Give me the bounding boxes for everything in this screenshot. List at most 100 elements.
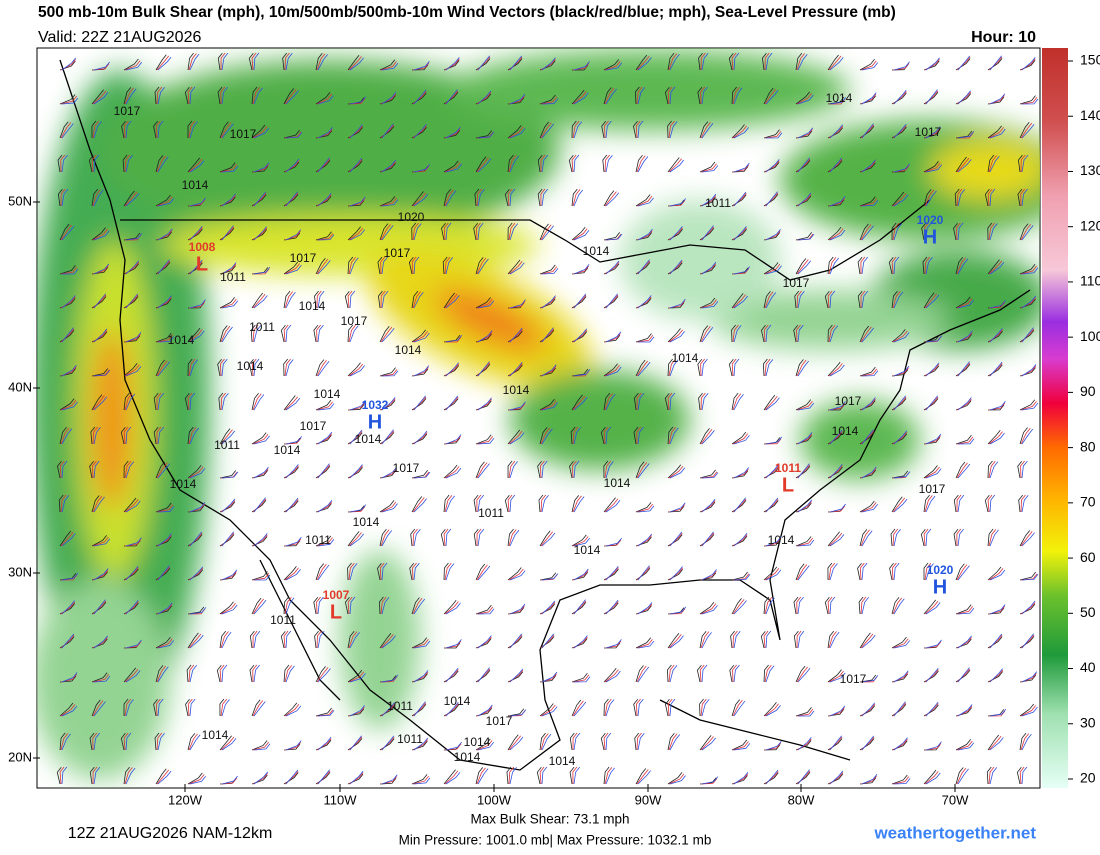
isobar-label: 1017 <box>300 419 327 433</box>
wind-barb <box>91 672 108 683</box>
wind-barb <box>125 426 132 445</box>
wind-barb <box>377 256 383 275</box>
wind-barb <box>1021 123 1035 139</box>
wind-barb <box>285 769 299 785</box>
wind-barb <box>795 258 807 275</box>
wind-barb <box>988 222 995 241</box>
wind-barb <box>957 258 969 275</box>
wind-barb <box>922 256 928 275</box>
wind-barb <box>61 733 71 751</box>
wind-barb <box>764 568 780 581</box>
wind-barb <box>634 86 640 105</box>
wind-barb <box>349 400 366 411</box>
wind-barb <box>412 497 425 513</box>
wind-barb <box>891 774 908 785</box>
wind-barb <box>635 768 647 785</box>
wind-barb <box>477 90 492 105</box>
wind-barb <box>701 531 714 547</box>
wind-barb <box>508 155 517 173</box>
wind-barb <box>1021 600 1036 615</box>
wind-barb <box>955 156 967 173</box>
wind-barb <box>541 532 556 547</box>
wind-barb <box>700 163 717 173</box>
wind-barb <box>924 162 941 173</box>
wind-barb <box>669 467 686 479</box>
wind-barb <box>797 737 812 751</box>
wind-barb <box>701 301 719 309</box>
wind-barb <box>445 639 462 649</box>
wind-barb <box>153 698 158 717</box>
wind-barb <box>61 600 75 615</box>
wind-barb <box>989 261 1005 275</box>
wind-barb <box>733 630 741 649</box>
wind-barb <box>92 228 108 241</box>
wind-barb <box>731 392 739 411</box>
wind-barb <box>829 705 846 717</box>
wind-barb <box>1021 188 1028 207</box>
wind-barb <box>411 290 419 309</box>
wind-barb <box>987 154 995 173</box>
wind-barb <box>347 55 360 71</box>
wind-barb <box>920 529 926 547</box>
wind-barb <box>93 293 106 309</box>
wind-barb <box>540 704 556 717</box>
wind-barb <box>667 732 675 751</box>
isobar-label: 1014 <box>299 299 326 313</box>
wind-barb <box>380 529 390 547</box>
wind-barb <box>221 52 229 71</box>
wind-barb <box>795 399 812 411</box>
wind-barb <box>445 528 452 547</box>
wind-barb <box>123 120 129 139</box>
wind-barb <box>539 460 545 479</box>
wind-barb <box>957 565 970 581</box>
wind-barb <box>381 199 399 207</box>
wind-barb <box>285 264 302 275</box>
wind-barb <box>857 256 863 275</box>
colorbar-label: 120 <box>1080 217 1100 233</box>
wind-barb <box>924 189 935 207</box>
wind-barb <box>125 599 139 615</box>
wind-barb <box>701 472 719 479</box>
wind-barb <box>411 64 429 71</box>
wind-barb <box>957 90 971 105</box>
wind-barb <box>508 735 521 751</box>
wind-barb <box>537 460 542 479</box>
wind-barb <box>828 324 836 343</box>
wind-barb <box>412 331 428 343</box>
wind-barb <box>509 529 520 547</box>
wind-barb <box>539 398 555 411</box>
wind-barb <box>957 299 974 309</box>
isobar-label: 1014 <box>168 333 195 347</box>
wind-barb <box>123 87 132 105</box>
wind-barb <box>795 91 810 105</box>
site-link[interactable]: weathertogether.net <box>873 823 1036 842</box>
wind-barb <box>349 257 359 275</box>
wind-barb <box>285 397 301 411</box>
wind-barb <box>636 335 654 343</box>
wind-barb <box>956 494 962 513</box>
wind-barb <box>923 292 935 309</box>
wind-barb <box>793 324 799 343</box>
wind-barb <box>477 463 490 479</box>
wind-barb <box>955 435 972 445</box>
wind-barb <box>349 229 366 241</box>
wind-barb <box>443 769 456 785</box>
wind-barb <box>829 124 843 139</box>
wind-barb <box>89 766 95 785</box>
wind-barb <box>157 259 170 275</box>
wind-barb <box>477 258 489 275</box>
wind-barb <box>413 562 420 581</box>
wind-barb <box>953 494 959 513</box>
wind-barb <box>987 566 1002 581</box>
wind-barb <box>797 565 810 581</box>
wind-barb <box>953 223 958 241</box>
wind-barb <box>285 292 296 309</box>
longitude-label: 80W <box>788 792 815 807</box>
wind-barb <box>828 55 842 71</box>
wind-barb <box>957 189 966 207</box>
wind-barb <box>797 769 810 785</box>
wind-barb <box>445 126 461 139</box>
wind-barb <box>349 96 367 105</box>
wind-barb <box>573 293 587 309</box>
wind-barb <box>893 670 909 683</box>
